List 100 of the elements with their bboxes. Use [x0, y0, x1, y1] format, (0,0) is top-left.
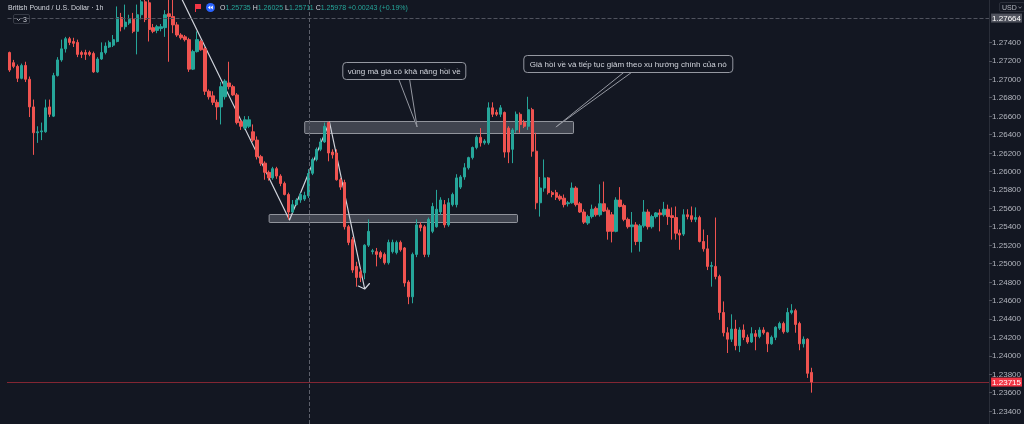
y-tick-label: 1.24200	[992, 332, 1022, 342]
candlestick	[327, 121, 330, 162]
candlestick	[547, 176, 550, 195]
candlestick	[8, 51, 11, 73]
candlestick	[766, 331, 769, 353]
candlestick	[730, 313, 733, 343]
candlestick	[371, 248, 374, 255]
candlestick	[710, 261, 713, 288]
candlestick	[247, 115, 251, 129]
candlestick	[76, 39, 79, 58]
candlestick	[646, 208, 650, 231]
candlestick	[503, 111, 506, 159]
candlestick	[395, 240, 398, 255]
candlestick	[782, 321, 785, 335]
candlestick	[167, 0, 171, 63]
candlestick	[754, 329, 757, 351]
candlestick	[375, 247, 378, 267]
y-tick-label: 1.23800	[992, 369, 1022, 379]
candlestick	[610, 211, 614, 243]
candlestick	[116, 5, 119, 43]
candlestick	[670, 206, 674, 241]
candlestick	[658, 208, 662, 232]
candlestick	[594, 205, 598, 218]
candlestick	[774, 325, 777, 341]
candlestick	[662, 201, 666, 218]
candlestick	[291, 199, 294, 214]
candlestick	[650, 214, 654, 230]
candlestick	[387, 239, 390, 266]
candlestick	[758, 326, 761, 339]
candlestick	[562, 193, 566, 208]
candlestick	[742, 323, 745, 341]
candlestick	[479, 127, 482, 148]
y-tick-label: 1.27000	[992, 74, 1022, 84]
y-tick-label: 1.25000	[992, 259, 1022, 269]
candlestick	[187, 37, 191, 73]
candlestick	[598, 183, 602, 218]
candlestick	[423, 224, 426, 258]
candlestick	[706, 234, 709, 271]
candlestick	[734, 319, 737, 351]
candlestick	[455, 173, 458, 208]
candlestick	[124, 4, 127, 30]
candlestick	[555, 189, 558, 201]
y-tick-label: 1.26400	[992, 130, 1022, 140]
callout: Giá hồi về và tiếp tục giảm theo xu hướng chính của nó	[523, 55, 734, 128]
y-tick-label: 1.27200	[992, 56, 1022, 66]
candlestick	[690, 205, 693, 223]
candlestick	[20, 63, 23, 80]
candlestick	[271, 166, 274, 181]
y-tick-label: 1.25600	[992, 203, 1022, 213]
y-tick-label: 1.23400	[992, 406, 1022, 416]
candlestick	[163, 9, 167, 38]
candlestick	[443, 199, 446, 229]
candlestick	[682, 208, 685, 237]
candlestick	[48, 99, 51, 118]
candlestick	[527, 96, 530, 131]
y-tick-label: 1.26000	[992, 166, 1022, 176]
candlestick	[491, 101, 494, 118]
y-tick-label: 1.25800	[992, 185, 1022, 195]
y-tick-label: 1.25400	[992, 222, 1022, 232]
candlestick	[435, 189, 438, 229]
candlestick	[299, 192, 302, 204]
candlestick	[802, 335, 805, 348]
candlestick	[694, 206, 697, 223]
candlestick	[738, 326, 741, 353]
candlestick	[499, 104, 502, 118]
candlestick	[243, 115, 247, 131]
candlestick	[630, 211, 634, 254]
y-tick-label: 1.26200	[992, 148, 1022, 158]
candlestick	[92, 51, 95, 74]
candlestick	[36, 125, 39, 144]
candlestick	[686, 208, 689, 220]
candlestick	[120, 12, 123, 32]
candlestick	[786, 307, 789, 334]
candlestick	[16, 64, 19, 83]
candlestick	[750, 326, 753, 344]
callout: vùng mà giá có khả năng hồi về	[342, 62, 467, 128]
candlestick	[519, 111, 522, 134]
y-tick-label: 1.26600	[992, 111, 1022, 121]
candlestick	[634, 221, 638, 246]
candlestick	[383, 252, 386, 266]
candlestick	[487, 101, 490, 146]
candlestick	[155, 24, 159, 34]
annotation: Giá hồi về và tiếp tục giảm theo xu hướng chính của nó	[529, 60, 728, 69]
candlestick	[570, 182, 574, 205]
candlestick	[84, 49, 87, 61]
annotation: vùng mà giá có khả năng hồi về	[347, 67, 462, 76]
y-tick-label: 1.24400	[992, 314, 1022, 324]
y-tick-label: 1.23600	[992, 388, 1022, 398]
candlestick	[68, 36, 71, 46]
y-tick-label: 1.24800	[992, 277, 1022, 287]
y-tick-label: 1.24000	[992, 351, 1022, 361]
candlestick	[136, 4, 139, 55]
candlestick	[132, 12, 135, 34]
candlestick	[447, 197, 450, 228]
candlestick	[219, 81, 223, 125]
y-tick-label: 1.25200	[992, 240, 1022, 250]
y-tick-label: 1.27400	[992, 37, 1022, 47]
y-tick-label: 1.24600	[992, 295, 1022, 305]
candlestick	[614, 196, 618, 233]
y-tick-label: 1.26800	[992, 93, 1022, 103]
